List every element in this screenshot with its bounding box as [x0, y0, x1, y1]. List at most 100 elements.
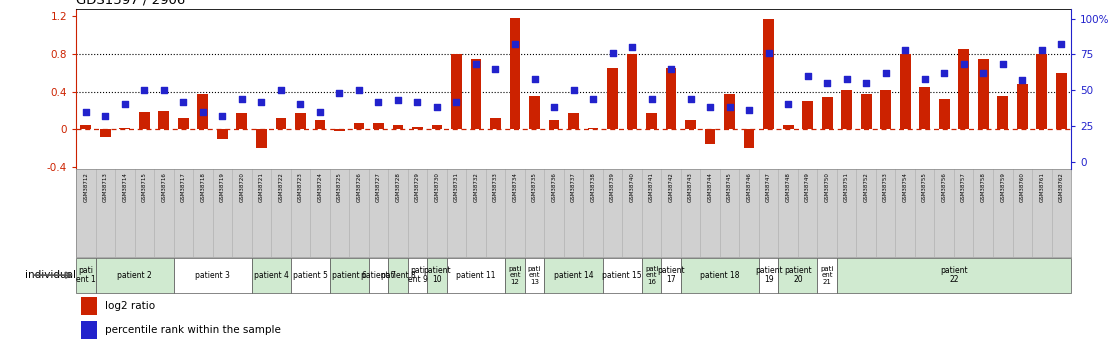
Point	[740, 107, 758, 113]
Bar	[1017, 84, 1027, 129]
Bar	[353, 123, 364, 129]
Text: pati
ent
21: pati ent 21	[821, 266, 834, 285]
Text: GSM38761: GSM38761	[1040, 172, 1044, 201]
Point	[858, 80, 875, 86]
Point	[604, 50, 622, 56]
Bar	[369, 258, 388, 293]
Text: GSM38750: GSM38750	[825, 172, 830, 201]
Bar	[237, 114, 247, 129]
Bar	[80, 321, 97, 339]
Bar	[997, 96, 1008, 129]
Bar	[334, 129, 344, 131]
Bar	[295, 114, 305, 129]
Text: patient
10: patient 10	[423, 266, 451, 285]
Bar	[778, 258, 817, 293]
Text: GSM38736: GSM38736	[551, 172, 557, 201]
Bar	[173, 258, 252, 293]
Bar	[861, 93, 872, 129]
Text: pati
ent 1: pati ent 1	[76, 266, 96, 285]
Point	[623, 45, 641, 50]
Point	[311, 109, 329, 114]
Text: GSM38728: GSM38728	[396, 172, 400, 201]
Bar	[919, 87, 930, 129]
Point	[292, 102, 310, 107]
Bar	[549, 120, 559, 129]
Text: GSM38727: GSM38727	[376, 172, 381, 201]
Point	[135, 87, 153, 93]
Point	[214, 113, 231, 119]
Point	[877, 70, 894, 76]
Bar	[427, 258, 447, 293]
Bar	[900, 54, 910, 129]
Bar	[662, 258, 681, 293]
Bar	[568, 114, 579, 129]
Point	[350, 87, 368, 93]
Point	[936, 70, 954, 76]
Point	[116, 102, 134, 107]
Point	[779, 102, 797, 107]
Bar	[80, 125, 92, 129]
Text: GSM38732: GSM38732	[474, 172, 479, 201]
Point	[331, 90, 349, 96]
Point	[682, 96, 700, 101]
Text: GSM38726: GSM38726	[357, 172, 361, 201]
Bar	[100, 129, 111, 137]
Text: GSM38733: GSM38733	[493, 172, 498, 201]
Point	[798, 73, 816, 79]
Bar	[413, 127, 423, 129]
Text: pati
ent 9: pati ent 9	[408, 266, 427, 285]
Text: GSM38724: GSM38724	[318, 172, 322, 201]
Text: GSM38760: GSM38760	[1020, 172, 1025, 201]
Bar	[252, 258, 291, 293]
Bar	[432, 125, 443, 129]
Point	[369, 99, 387, 104]
Text: GSM38741: GSM38741	[650, 172, 654, 201]
Point	[447, 99, 465, 104]
Text: GSM38743: GSM38743	[688, 172, 693, 201]
Text: patient
22: patient 22	[940, 266, 968, 285]
Point	[428, 105, 446, 110]
Point	[818, 80, 836, 86]
Text: GSM38747: GSM38747	[766, 172, 771, 201]
Text: GSM38720: GSM38720	[239, 172, 245, 201]
Text: patient
20: patient 20	[784, 266, 812, 285]
Bar	[724, 93, 735, 129]
Text: GSM38730: GSM38730	[435, 172, 439, 201]
Bar	[330, 258, 369, 293]
Bar	[490, 118, 501, 129]
Text: GSM38744: GSM38744	[708, 172, 712, 201]
Point	[662, 66, 680, 71]
Point	[701, 105, 719, 110]
Bar	[842, 90, 852, 129]
Text: patient 5: patient 5	[293, 270, 328, 280]
Point	[408, 99, 426, 104]
Text: GSM38725: GSM38725	[337, 172, 342, 201]
Point	[253, 99, 271, 104]
Text: GSM38754: GSM38754	[902, 172, 908, 201]
Point	[233, 96, 250, 101]
Point	[994, 62, 1012, 67]
Text: GSM38756: GSM38756	[941, 172, 947, 201]
Text: patient 6: patient 6	[332, 270, 367, 280]
Text: GSM38740: GSM38740	[629, 172, 635, 201]
Point	[486, 66, 504, 71]
Bar	[159, 110, 169, 129]
Text: patient 11: patient 11	[456, 270, 495, 280]
Bar	[627, 54, 637, 129]
Point	[897, 47, 915, 53]
Text: patient
19: patient 19	[755, 266, 783, 285]
Text: GSM38714: GSM38714	[122, 172, 127, 201]
Point	[974, 70, 992, 76]
Bar	[471, 59, 482, 129]
Text: GSM38729: GSM38729	[415, 172, 420, 201]
Text: patient 2: patient 2	[117, 270, 152, 280]
Bar	[743, 129, 755, 148]
Point	[643, 96, 661, 101]
Bar	[373, 123, 383, 129]
Point	[174, 99, 192, 104]
Bar	[544, 258, 603, 293]
Bar	[76, 258, 95, 293]
Bar	[978, 59, 988, 129]
Text: GSM38758: GSM38758	[980, 172, 986, 201]
Point	[584, 96, 601, 101]
